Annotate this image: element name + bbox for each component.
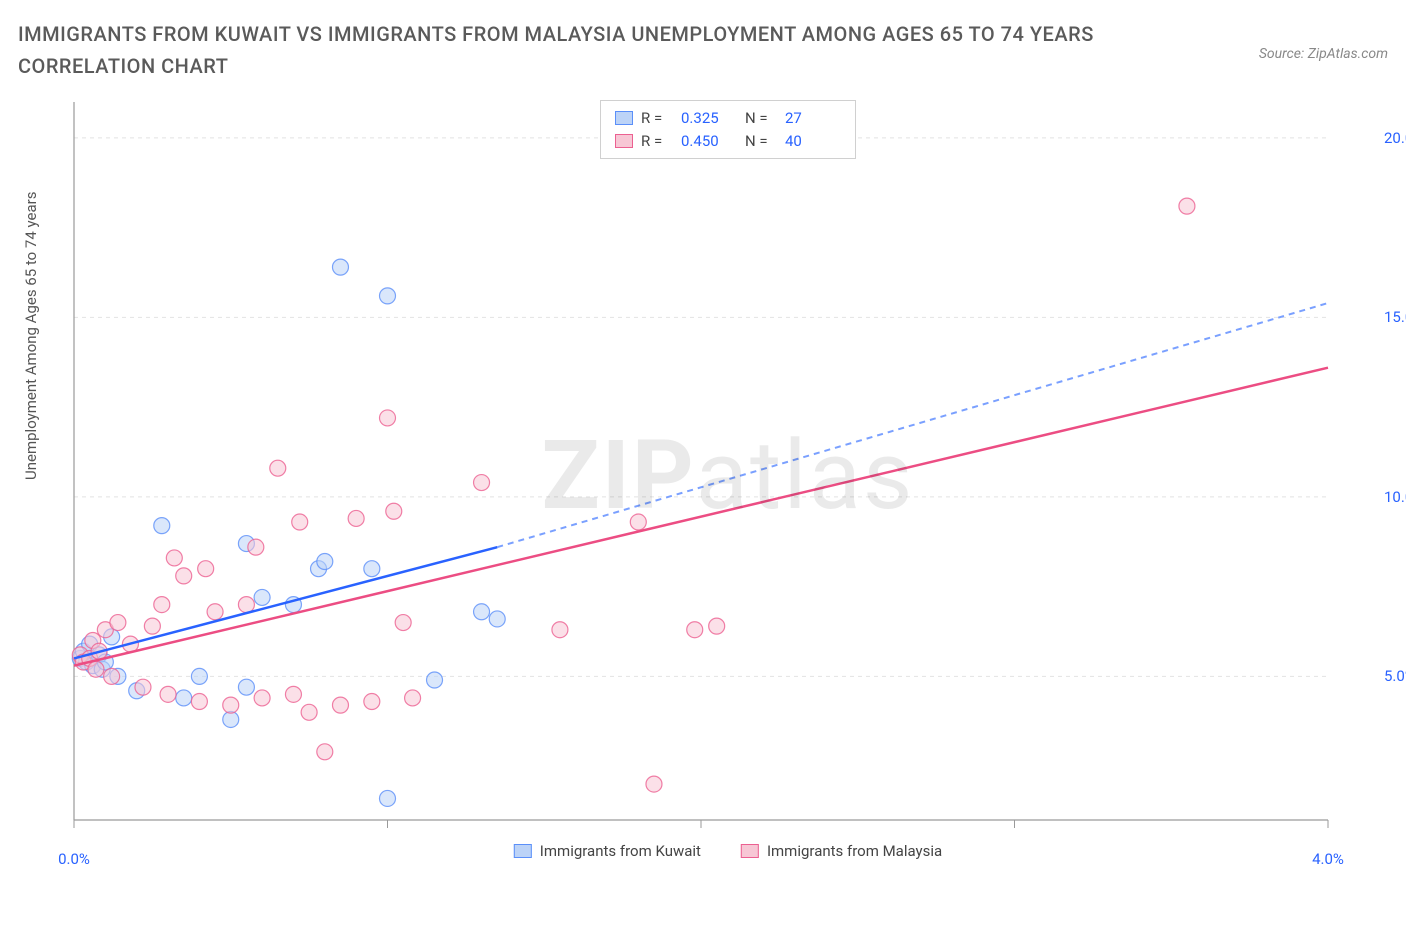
legend-swatch — [615, 111, 633, 125]
y-tick-label: 20.0% — [1384, 129, 1406, 147]
y-tick-label: 15.0% — [1384, 308, 1406, 326]
legend-n-value: 40 — [785, 130, 841, 153]
legend-n-label: N = — [745, 107, 777, 130]
legend-correlation: R = 0.325 N = 27 R = 0.450 N = 40 — [600, 100, 856, 159]
legend-series-label: Immigrants from Kuwait — [540, 842, 701, 860]
legend-r-value: 0.450 — [681, 130, 737, 153]
legend-r-value: 0.325 — [681, 107, 737, 130]
legend-row: R = 0.450 N = 40 — [615, 130, 841, 153]
legend-series-item: Immigrants from Kuwait — [514, 842, 701, 860]
legend-series: Immigrants from Kuwait Immigrants from Ma… — [514, 842, 942, 860]
legend-r-label: R = — [641, 130, 673, 153]
legend-swatch — [741, 844, 759, 858]
legend-r-label: R = — [641, 107, 673, 130]
legend-n-value: 27 — [785, 107, 841, 130]
y-tick-label: 10.0% — [1384, 488, 1406, 506]
legend-swatch — [514, 844, 532, 858]
legend-swatch — [615, 134, 633, 148]
legend-row: R = 0.325 N = 27 — [615, 107, 841, 130]
scatter-plot — [68, 96, 1388, 856]
source-credit: Source: ZipAtlas.com — [1259, 46, 1388, 62]
chart-container: ZIPatlas R =0.325N =27R =0.450N =40 Immi… — [68, 96, 1388, 856]
x-tick-label: 4.0% — [1312, 850, 1344, 868]
legend-n-label: N = — [745, 130, 777, 153]
legend-series-label: Immigrants from Malaysia — [767, 842, 942, 860]
legend-series-item: Immigrants from Malaysia — [741, 842, 942, 860]
y-axis-label: Unemployment Among Ages 65 to 74 years — [22, 192, 40, 480]
y-tick-label: 5.0% — [1384, 667, 1406, 685]
x-tick-label: 0.0% — [58, 850, 90, 868]
page-title: IMMIGRANTS FROM KUWAIT VS IMMIGRANTS FRO… — [18, 18, 1118, 82]
